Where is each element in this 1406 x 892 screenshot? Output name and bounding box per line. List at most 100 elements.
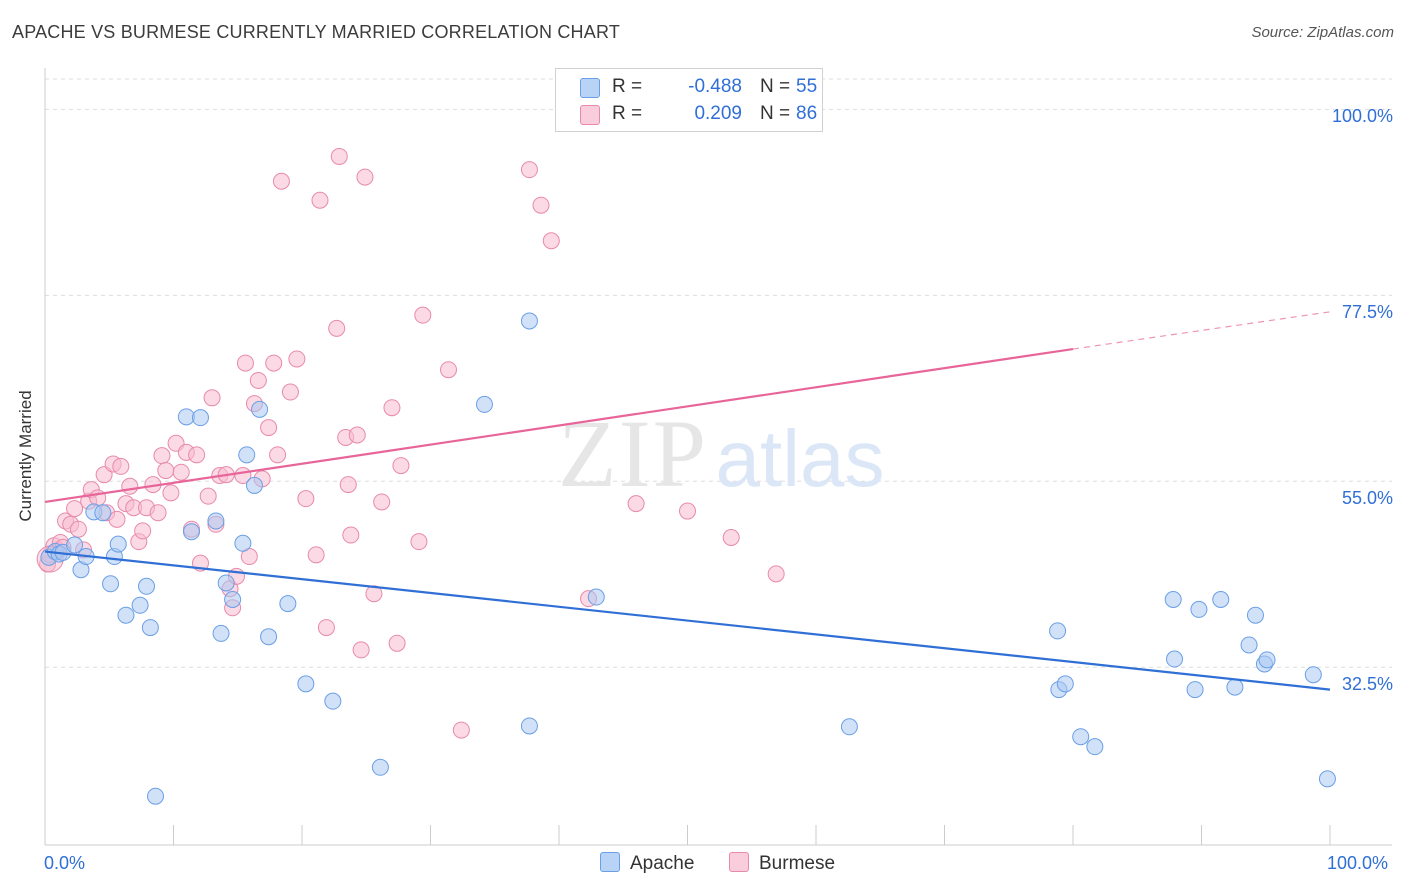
burmese-point-9 (69, 520, 87, 538)
apache-point-42 (1086, 738, 1104, 756)
burmese-trend-line (44, 347, 1074, 504)
apache-legend-swatch (600, 852, 620, 872)
chart-title: APACHE VS BURMESE CURRENTLY MARRIED CORR… (12, 22, 621, 42)
burmese-point-70 (383, 399, 401, 417)
axis-layer (44, 68, 1392, 846)
apache-point-53 (1304, 666, 1322, 684)
apache-point-50 (1246, 606, 1264, 624)
apache-point-54 (1318, 770, 1336, 788)
y-tick-label-1: 77.5% (1341, 302, 1393, 323)
burmese-point-28 (157, 462, 175, 480)
apache-point-12 (117, 606, 135, 624)
apache-point-25 (238, 446, 256, 464)
apache-point-52 (1258, 651, 1276, 669)
apache-point-20 (207, 512, 225, 530)
burmese-point-63 (339, 476, 357, 494)
burmese-point-17 (108, 510, 126, 528)
burmese-point-68 (365, 585, 383, 603)
apache-n-label: N = (760, 76, 791, 97)
apache-point-14 (138, 577, 156, 595)
burmese-point-73 (410, 533, 428, 551)
apache-point-36 (587, 588, 605, 606)
apache-point-41 (1072, 728, 1090, 746)
apache-point-26 (245, 476, 263, 494)
burmese-point-26 (149, 504, 167, 522)
apache-point-22 (217, 574, 235, 592)
burmese-point-65 (348, 426, 366, 444)
y-tick-label-3: 32.5% (1341, 674, 1393, 695)
bottom-legend-apache[interactable]: Apache (600, 852, 694, 875)
apache-point-18 (191, 409, 209, 427)
apache-n-value: 55 (796, 76, 818, 97)
burmese-point-56 (297, 490, 315, 508)
burmese-point-55 (288, 350, 306, 368)
apache-r-value: -0.488 (688, 76, 742, 97)
burmese-point-76 (452, 721, 470, 739)
apache-point-43 (1164, 591, 1182, 609)
burmese-point-45 (236, 354, 254, 372)
burmese-point-72 (392, 457, 410, 475)
burmese-point-48 (249, 371, 267, 389)
apache-point-29 (279, 595, 297, 613)
watermark: ZIP atlas (558, 400, 884, 507)
apache-point-32 (371, 758, 389, 776)
x-tick-min: 0.0% (44, 853, 86, 873)
apache-point-13 (131, 596, 149, 614)
burmese-point-79 (542, 232, 560, 250)
bottom-legend-burmese[interactable]: Burmese (729, 852, 835, 875)
y-tick-label-0: 100.0% (1331, 106, 1393, 127)
y-tick-label-2: 55.0% (1341, 488, 1393, 509)
watermark-atlas: atlas (716, 414, 885, 503)
source-label: Source: ZipAtlas.com (1251, 24, 1394, 41)
apache-swatch (580, 78, 600, 98)
burmese-point-83 (722, 529, 740, 547)
apache-point-48 (1226, 678, 1244, 696)
apache-point-35 (520, 312, 538, 330)
apache-point-10 (109, 535, 127, 553)
burmese-legend-label: Burmese (759, 853, 836, 874)
burmese-point-27 (153, 447, 171, 465)
apache-point-30 (297, 675, 315, 693)
apache-point-49 (1240, 636, 1258, 654)
apache-point-47 (1212, 591, 1230, 609)
x-tick-max: 100.0% (1327, 853, 1389, 873)
apache-point-23 (224, 591, 242, 609)
burmese-point-82 (679, 502, 696, 520)
burmese-point-53 (272, 172, 290, 190)
burmese-point-78 (532, 196, 550, 214)
burmese-point-61 (330, 147, 348, 165)
burmese-trend-extension (1072, 311, 1331, 350)
apache-point-15 (141, 619, 159, 637)
apache-point-33 (520, 717, 538, 735)
burmese-point-59 (317, 619, 335, 637)
correlation-legend: R = -0.488 N = 55 R = 0.209 N = 86 (555, 68, 823, 132)
burmese-point-66 (352, 641, 370, 659)
burmese-r-value: 0.209 (694, 103, 742, 124)
burmese-point-77 (520, 161, 538, 179)
apache-point-17 (177, 408, 195, 426)
burmese-point-71 (388, 634, 406, 652)
burmese-point-29 (162, 484, 180, 502)
watermark-zip: ZIP (558, 400, 708, 507)
burmese-swatch (580, 105, 600, 125)
burmese-legend-swatch (729, 852, 749, 872)
apache-point-27 (251, 400, 269, 418)
burmese-point-23 (134, 522, 152, 540)
burmese-n-label: N = (760, 103, 791, 124)
apache-point-24 (234, 534, 252, 552)
burmese-point-8 (66, 500, 84, 518)
burmese-point-51 (265, 354, 283, 372)
apache-legend-label: Apache (630, 853, 695, 874)
burmese-point-34 (188, 446, 206, 464)
burmese-point-81 (627, 495, 645, 513)
apache-point-40 (1056, 675, 1074, 693)
burmese-point-31 (172, 463, 190, 481)
apache-point-8 (94, 504, 112, 522)
apache-point-31 (324, 692, 342, 710)
apache-point-37 (840, 718, 858, 736)
burmese-point-67 (356, 168, 374, 186)
apache-point-16 (147, 787, 165, 805)
apache-point-21 (212, 624, 230, 642)
y-axis-label: Currently Married (16, 390, 35, 522)
apache-point-44 (1166, 650, 1184, 668)
